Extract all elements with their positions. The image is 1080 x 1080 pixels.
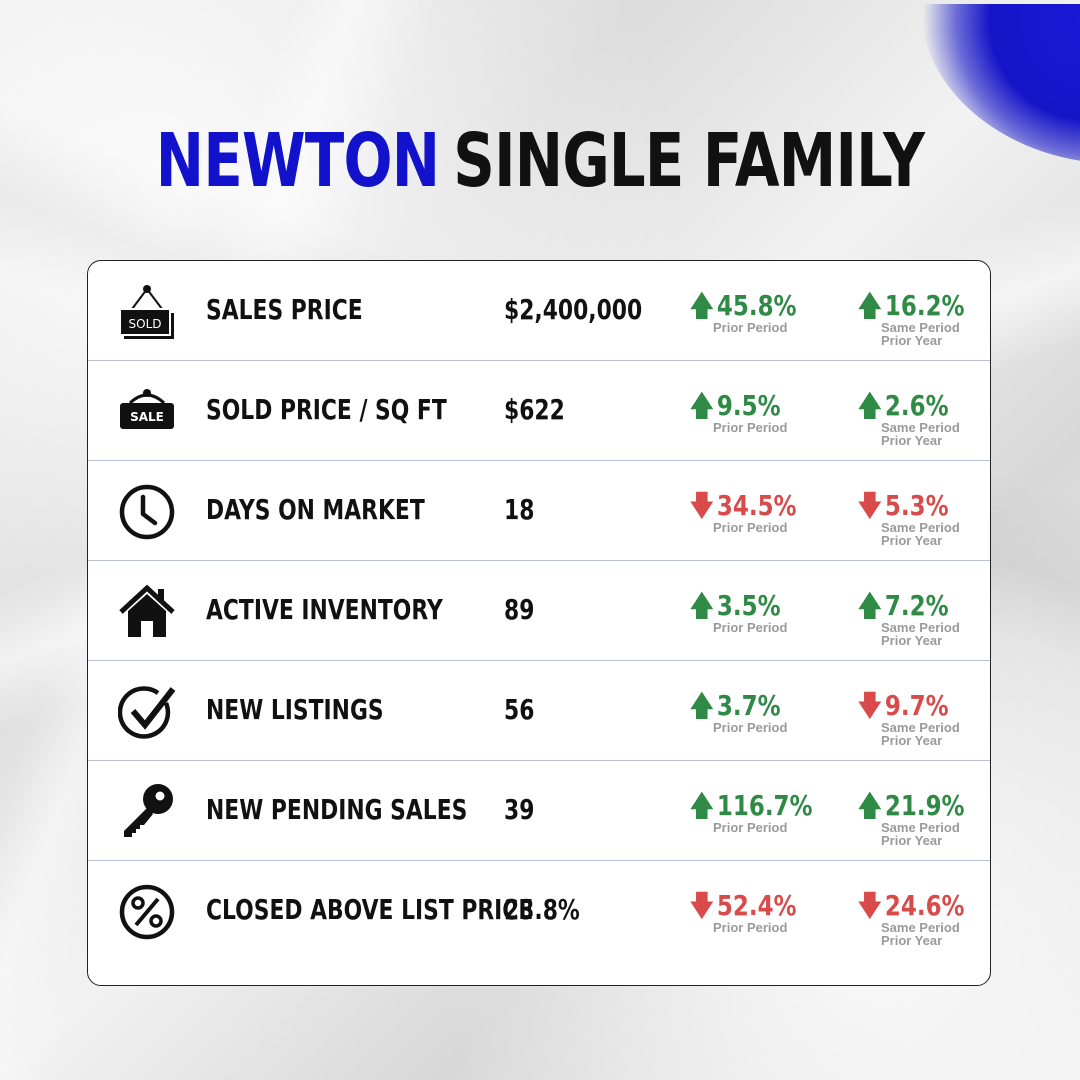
sold-sign-text: SOLD [129, 317, 162, 331]
stat-value: $622 [504, 393, 565, 426]
stat-value: 39 [504, 793, 535, 826]
prior-year-change: 🡅 7.2% Same Period Prior Year [858, 589, 960, 648]
stat-row-closed-above-list: CLOSED ABOVE LIST PRICE 23.8% 🡇 52.4% Pri… [88, 861, 990, 961]
title-city: NEWTON [155, 118, 440, 204]
stat-label: SOLD PRICE / SQ FT [206, 393, 447, 426]
stat-row-days-on-market: DAYS ON MARKET 18 🡇 34.5% Prior Period 🡇 5… [88, 461, 990, 561]
sold-sign-icon: SOLD [118, 283, 176, 341]
prior-year-change: 🡇 24.6% Same Period Prior Year [858, 889, 965, 948]
stat-row-new-pending-sales: NEW PENDING SALES 39 🡅 116.7% Prior Perio… [88, 761, 990, 861]
arrow-up-icon: 🡅 [690, 689, 714, 722]
stat-row-new-listings: NEW LISTINGS 56 🡅 3.7% Prior Period 🡇 9.7%… [88, 661, 990, 761]
arrow-up-icon: 🡅 [690, 289, 714, 322]
prior-period-change: 🡅 116.7% Prior Period [690, 789, 813, 835]
prior-period-change: 🡅 45.8% Prior Period [690, 289, 797, 335]
prior-year-change: 🡅 16.2% Same Period Prior Year [858, 289, 965, 348]
prior-period-change: 🡇 34.5% Prior Period [690, 489, 797, 535]
arrow-down-icon: 🡇 [690, 489, 714, 522]
stat-row-active-inventory: ACTIVE INVENTORY 89 🡅 3.5% Prior Period 🡅… [88, 561, 990, 661]
prior-year-change: 🡅 2.6% Same Period Prior Year [858, 389, 960, 448]
prior-period-change: 🡅 3.7% Prior Period [690, 689, 788, 735]
arrow-up-icon: 🡅 [858, 589, 882, 622]
arrow-down-icon: 🡇 [858, 889, 882, 922]
arrow-up-icon: 🡅 [858, 289, 882, 322]
stat-value: 56 [504, 693, 535, 726]
stat-row-sales-price: SOLD SALES PRICE $2,400,000 🡅 45.8% Prior… [88, 261, 990, 361]
stat-value: $2,400,000 [504, 293, 643, 326]
sale-sign-text: SALE [130, 410, 164, 424]
sale-sign-icon: SALE [118, 383, 176, 441]
arrow-down-icon: 🡇 [858, 489, 882, 522]
arrow-up-icon: 🡅 [858, 789, 882, 822]
stat-value: 18 [504, 493, 535, 526]
arrow-up-icon: 🡅 [858, 389, 882, 422]
stat-label: NEW PENDING SALES [206, 793, 468, 826]
clock-icon [118, 483, 176, 541]
arrow-up-icon: 🡅 [690, 789, 714, 822]
prior-year-change: 🡇 9.7% Same Period Prior Year [858, 689, 960, 748]
percent-circle-icon [118, 883, 176, 941]
prior-period-change: 🡅 3.5% Prior Period [690, 589, 788, 635]
prior-period-change: 🡅 9.5% Prior Period [690, 389, 788, 435]
arrow-down-icon: 🡇 [690, 889, 714, 922]
stat-row-sold-price-sqft: SALE SOLD PRICE / SQ FT $622 🡅 9.5% Prior… [88, 361, 990, 461]
arrow-up-icon: 🡅 [690, 589, 714, 622]
stat-label: SALES PRICE [206, 293, 363, 326]
prior-period-change: 🡇 52.4% Prior Period [690, 889, 797, 935]
prior-year-change: 🡇 5.3% Same Period Prior Year [858, 489, 960, 548]
stat-label: ACTIVE INVENTORY [206, 593, 443, 626]
page-title: NEWTON SINGLE FAMILY [119, 118, 961, 204]
key-icon [118, 783, 176, 841]
stat-value: 89 [504, 593, 535, 626]
stat-label: NEW LISTINGS [206, 693, 384, 726]
stat-label: CLOSED ABOVE LIST PRICE [206, 893, 534, 926]
arrow-down-icon: 🡇 [858, 689, 882, 722]
title-type: SINGLE FAMILY [453, 118, 925, 204]
stat-value: 23.8% [504, 893, 580, 926]
stat-label: DAYS ON MARKET [206, 493, 425, 526]
arrow-up-icon: 🡅 [690, 389, 714, 422]
checkmark-circle-icon [117, 683, 176, 741]
stats-card: SOLD SALES PRICE $2,400,000 🡅 45.8% Prior… [87, 260, 991, 986]
house-icon [118, 583, 176, 641]
prior-year-change: 🡅 21.9% Same Period Prior Year [858, 789, 965, 848]
